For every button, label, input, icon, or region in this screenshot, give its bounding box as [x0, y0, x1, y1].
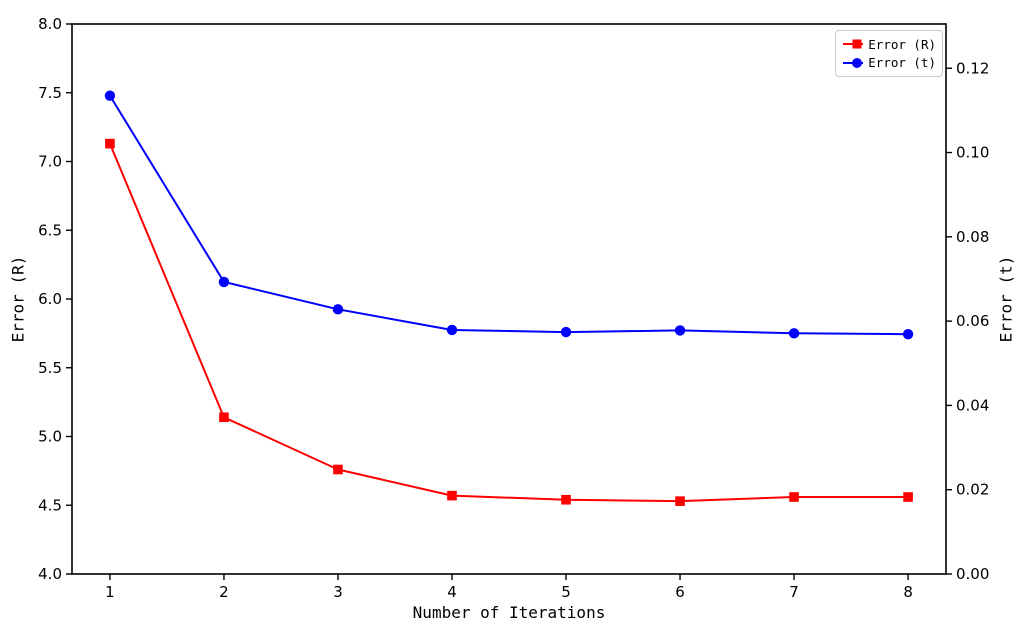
- left-y-tick-label: 7.0: [38, 153, 62, 171]
- left-y-tick-label: 7.5: [38, 84, 62, 102]
- data-point: [675, 496, 685, 506]
- legend-sample-square-icon: [843, 39, 864, 49]
- data-point: [902, 328, 914, 340]
- data-point: [219, 412, 229, 423]
- legend-label-error-r: Error (R): [868, 36, 936, 52]
- series-line-1: [109, 95, 909, 336]
- left-y-tick-label: 8.0: [38, 15, 62, 33]
- x-tick-label: 3: [333, 583, 343, 601]
- x-tick-label: 2: [219, 583, 229, 601]
- right-y-tick-label: 0.02: [956, 481, 989, 499]
- data-point: [674, 325, 686, 336]
- right-y-tick-label: 0.08: [956, 228, 989, 246]
- x-tick-label: 1: [105, 583, 115, 601]
- legend-label-error-t: Error (t): [868, 55, 936, 71]
- left-y-tick-label: 6.5: [38, 221, 62, 239]
- left-y-tick-label: 5.0: [38, 428, 62, 446]
- data-point: [105, 138, 115, 149]
- x-tick-label: 8: [903, 583, 913, 601]
- x-tick-label: 7: [789, 583, 799, 601]
- data-point: [332, 304, 344, 315]
- left-y-tick-label: 5.5: [38, 359, 62, 377]
- x-axis-title: Number of Iterations: [412, 603, 606, 622]
- data-point: [104, 90, 116, 101]
- data-point: [903, 492, 913, 502]
- plot-border: [71, 23, 947, 575]
- data-point: [446, 324, 458, 336]
- data-point: [218, 276, 230, 288]
- left-y-tick-label: 4.5: [38, 496, 62, 514]
- left-y-tick-label: 6.0: [38, 290, 62, 308]
- legend-sample-circle-icon: [843, 57, 864, 68]
- legend: Error (R) Error (t): [835, 30, 943, 77]
- right-y-tick-label: 0.04: [956, 396, 989, 414]
- right-y-tick-label: 0.10: [956, 144, 989, 162]
- right-y-tick-label: 0.00: [956, 565, 989, 583]
- right-y-tick-label: 0.12: [956, 59, 989, 77]
- series-line-0: [108, 143, 909, 503]
- right-y-tick-label: 0.06: [956, 312, 989, 330]
- data-point: [561, 494, 571, 505]
- data-point: [560, 326, 572, 338]
- data-point: [788, 328, 800, 339]
- legend-item-error-r: Error (R): [842, 35, 936, 53]
- right-y-axis-title: Error (t): [996, 255, 1016, 343]
- x-tick-label: 5: [561, 583, 571, 601]
- data-point: [789, 492, 799, 502]
- legend-item-error-t: Error (t): [842, 54, 936, 72]
- x-tick-label: 4: [447, 583, 457, 601]
- left-y-axis-title: Error (R): [8, 255, 28, 343]
- data-point: [447, 490, 457, 501]
- data-point: [333, 464, 343, 475]
- left-y-tick-label: 4.0: [38, 565, 62, 583]
- x-tick-label: 6: [675, 583, 685, 601]
